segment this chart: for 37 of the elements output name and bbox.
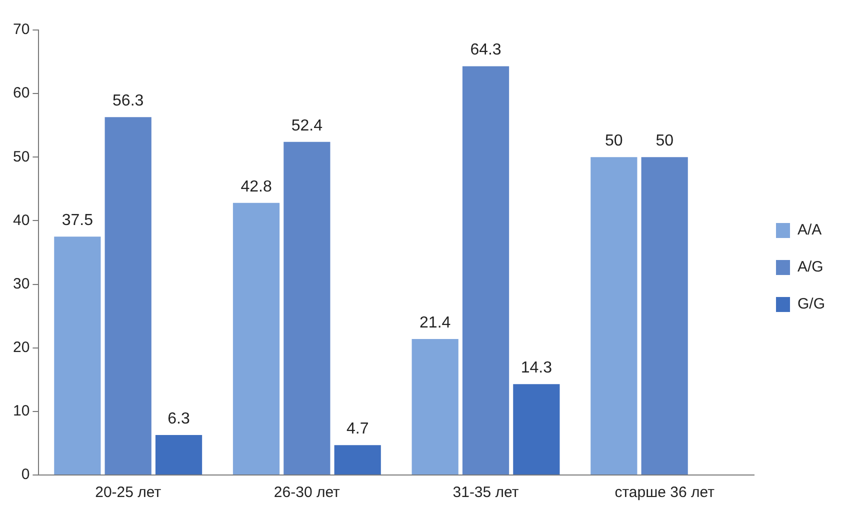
bar bbox=[284, 142, 330, 474]
data-label: 50 bbox=[656, 132, 674, 150]
y-tick-label: 0 bbox=[21, 466, 30, 484]
data-label: 50 bbox=[605, 132, 623, 150]
legend-label: A/G bbox=[798, 258, 824, 276]
y-tick-label: 50 bbox=[12, 148, 30, 166]
y-tick-label: 30 bbox=[12, 275, 30, 292]
data-label: 42.8 bbox=[240, 178, 272, 196]
bar bbox=[462, 66, 510, 474]
x-tick-label: 26-30 лет bbox=[274, 484, 340, 502]
bar bbox=[412, 338, 458, 474]
y-tick-label: 10 bbox=[12, 402, 30, 420]
data-label: 21.4 bbox=[420, 314, 451, 332]
bar bbox=[155, 434, 202, 474]
y-tick-label: 70 bbox=[12, 21, 30, 38]
x-tick-label: старше 36 лет bbox=[614, 484, 715, 502]
data-label: 64.3 bbox=[470, 42, 502, 59]
data-label: 6.3 bbox=[168, 410, 190, 428]
y-tick-label: 60 bbox=[12, 84, 30, 102]
bar bbox=[590, 157, 638, 474]
y-tick-label: 20 bbox=[12, 339, 30, 356]
bar bbox=[54, 236, 101, 474]
bar bbox=[513, 384, 560, 474]
bar bbox=[641, 157, 688, 474]
data-label: 14.3 bbox=[520, 360, 552, 376]
x-tick-label: 20-25 лет bbox=[95, 484, 162, 502]
data-label: 56.3 bbox=[112, 92, 144, 110]
bar bbox=[104, 117, 152, 474]
legend-label: G/G bbox=[798, 296, 826, 313]
data-label: 52.4 bbox=[291, 117, 323, 134]
bar bbox=[232, 202, 280, 474]
legend-label: A/A bbox=[798, 222, 822, 239]
x-tick-label: 31-35 лет bbox=[452, 484, 519, 502]
data-label: 4.7 bbox=[346, 420, 369, 438]
bar bbox=[334, 445, 381, 474]
data-label: 37.5 bbox=[62, 212, 94, 230]
y-tick-label: 40 bbox=[12, 212, 30, 229]
